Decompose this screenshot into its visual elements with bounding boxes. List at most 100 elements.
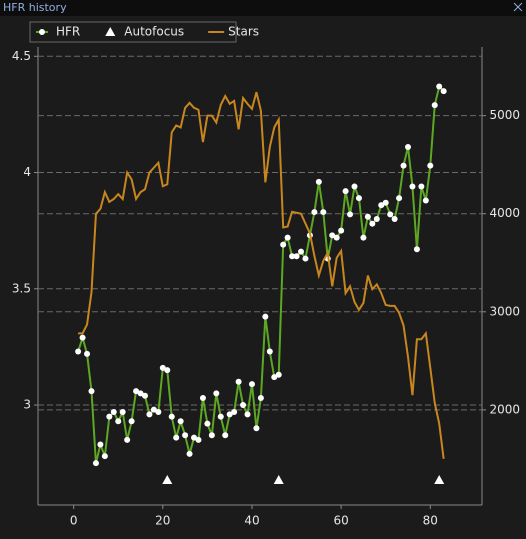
hfr-point <box>418 183 425 190</box>
legend-label: Stars <box>228 25 259 39</box>
close-button[interactable] <box>513 2 523 12</box>
hfr-point <box>275 371 282 378</box>
x-tick-label: 80 <box>423 514 438 528</box>
hfr-point <box>360 234 367 241</box>
hfr-point <box>106 413 113 420</box>
hfr-point <box>191 434 198 441</box>
y2-tick-label: 2000 <box>489 402 520 416</box>
hfr-point <box>164 367 171 374</box>
hfr-point <box>293 253 300 260</box>
hfr-point <box>373 216 380 223</box>
autofocus-marker <box>273 475 284 484</box>
hfr-point <box>409 183 416 190</box>
hfr-point <box>173 434 180 441</box>
hfr-point <box>289 253 296 260</box>
x-tick-label: 60 <box>333 514 348 528</box>
legend-label: Autofocus <box>124 25 184 39</box>
y2-tick-label: 5000 <box>489 108 520 122</box>
hfr-point <box>311 209 318 216</box>
hfr-point <box>150 406 157 413</box>
hfr-point <box>79 334 86 341</box>
hfr-point <box>208 432 215 439</box>
hfr-point <box>387 211 394 218</box>
hfr-point <box>351 183 358 190</box>
hfr-point <box>217 413 224 420</box>
hfr-point <box>266 348 273 355</box>
hfr-point <box>110 409 117 416</box>
hfr-point <box>315 178 322 185</box>
hfr-point <box>364 213 371 220</box>
hfr-point <box>280 241 287 248</box>
hfr-point <box>298 248 305 255</box>
hfr-point <box>186 450 193 457</box>
hfr-point <box>101 453 108 460</box>
hfr-point <box>248 381 255 388</box>
hfr-point <box>338 227 345 234</box>
x-tick-label: 20 <box>155 514 170 528</box>
hfr-point <box>213 390 220 397</box>
hfr-point <box>431 102 438 109</box>
hfr-point <box>88 388 95 395</box>
hfr-point <box>146 411 153 418</box>
hfr-point <box>369 220 376 227</box>
y-tick-label: 4 <box>23 165 31 179</box>
hfr-point <box>124 436 131 443</box>
hfr-point <box>115 418 122 425</box>
hfr-point <box>235 378 242 385</box>
hfr-point <box>244 411 251 418</box>
hfr-point <box>133 388 140 395</box>
hfr-point <box>177 418 184 425</box>
hfr-point <box>195 436 202 443</box>
hfr-point <box>347 211 354 218</box>
y-tick-label: 3 <box>23 398 31 412</box>
hfr-point <box>329 232 336 239</box>
hfr-point <box>342 188 349 195</box>
x-tick-label: 40 <box>244 514 259 528</box>
hfr-point <box>222 432 229 439</box>
autofocus-marker <box>434 475 445 484</box>
hfr-point <box>155 409 162 416</box>
hfr-point <box>400 162 407 169</box>
hfr-point <box>75 348 82 355</box>
hfr-point <box>405 143 411 150</box>
hfr-point <box>168 413 175 420</box>
hfr-point <box>440 88 447 95</box>
hfr-point <box>382 199 389 206</box>
hfr-point <box>226 411 233 418</box>
hfr-point <box>141 392 148 399</box>
y-tick-label: 3.5 <box>12 281 31 295</box>
hfr-point <box>159 364 166 371</box>
hfr-point <box>333 234 340 241</box>
title-bar <box>0 0 526 16</box>
hfr-point <box>204 420 211 427</box>
x-tick-label: 0 <box>70 514 78 528</box>
hfr-point <box>182 432 189 439</box>
legend-swatch-dot <box>39 29 45 35</box>
y2-tick-label: 3000 <box>489 304 520 318</box>
hfr-point <box>257 395 264 402</box>
hfr-point <box>128 418 135 425</box>
hfr-point <box>355 195 362 202</box>
hfr-point <box>391 216 398 223</box>
hfr-point <box>427 162 434 169</box>
legend-label: HFR <box>56 25 80 39</box>
window-title: HFR history <box>3 1 67 14</box>
hfr-point <box>97 441 104 448</box>
y-tick-label: 4.5 <box>12 49 31 63</box>
hfr-point <box>119 409 126 416</box>
hfr-point <box>413 246 420 253</box>
series-line <box>77 84 445 464</box>
legend-box <box>29 21 237 43</box>
hfr-point <box>436 83 443 90</box>
hfr-point <box>231 409 238 416</box>
hfr-point <box>92 460 99 467</box>
autofocus-marker <box>162 475 173 484</box>
hfr-point <box>262 313 269 320</box>
hfr-point <box>320 209 327 216</box>
hfr-point <box>422 197 429 204</box>
hfr-point <box>240 402 247 409</box>
legend-swatch <box>105 27 116 36</box>
hfr-point <box>253 425 260 432</box>
hfr-point <box>199 395 206 402</box>
